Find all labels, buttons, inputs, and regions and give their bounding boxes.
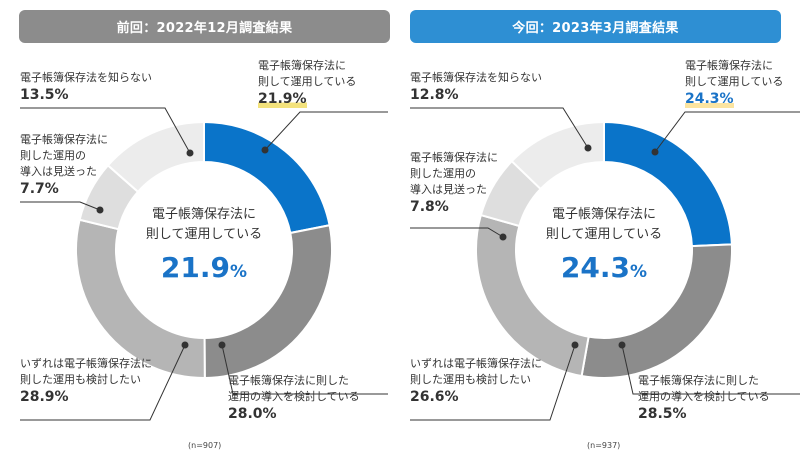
leader-dot	[218, 341, 226, 349]
sample-size-note: (n=937)	[587, 441, 621, 450]
chart-title: 今回：2023年3月調査結果	[410, 10, 781, 43]
sample-size-note: (n=907)	[188, 441, 222, 450]
leader-line	[410, 227, 504, 238]
slice-label-line: 電子帳簿保存法に	[258, 59, 346, 72]
slice-label-line: いずれは電子帳簿保存法に	[410, 357, 542, 370]
slice-label-line: 電子帳簿保存法を知らない	[410, 71, 542, 84]
slice-label-line: いずれは電子帳簿保存法に	[20, 357, 152, 370]
leader-dot	[181, 341, 189, 349]
leader-line	[20, 201, 101, 211]
donut-slice	[106, 120, 205, 194]
slice-label-line: 則した運用も検討したい	[20, 373, 141, 386]
center-label-line: 則して運用している	[145, 227, 263, 242]
center-value: 24.3%	[560, 251, 648, 284]
leader-dot	[261, 146, 269, 154]
leader-dot	[651, 148, 659, 156]
leader-line	[410, 107, 589, 149]
slice-value: 24.3%	[685, 90, 734, 108]
leader-dot	[584, 144, 592, 152]
donut-slice	[510, 120, 605, 191]
slice-label-line: 則した運用の	[410, 167, 476, 180]
slice-label-1: 電子帳簿保存法に則した 運用の導入を検討している 28.5%	[638, 373, 770, 423]
slice-value: 7.7%	[20, 181, 59, 197]
leader-dot	[571, 341, 579, 349]
chart-title: 前回：2022年12月調査結果	[19, 10, 390, 43]
center-label-line: 電子帳簿保存法に	[551, 207, 656, 222]
slice-label-line: 電子帳簿保存法を知らない	[20, 71, 152, 84]
slice-label-3: 電子帳簿保存法に 則した運用の 導入は見送った 7.8%	[410, 150, 498, 216]
leader-line	[654, 111, 800, 153]
leader-line	[410, 344, 576, 421]
leader-line	[621, 344, 800, 395]
leader-line	[221, 344, 388, 395]
slice-label-line: 電子帳簿保存法に	[685, 59, 773, 72]
slice-label-line: 電子帳簿保存法に則した	[638, 374, 759, 387]
slice-value: 26.6%	[410, 389, 459, 405]
slice-label-line: 電子帳簿保存法に	[20, 133, 108, 146]
slice-label-4: 電子帳簿保存法を知らない 12.8%	[410, 70, 542, 104]
slice-label-2: いずれは電子帳簿保存法に 則した運用も検討したい 26.6%	[410, 356, 542, 406]
slice-label-line: 導入は見送った	[410, 183, 487, 196]
slice-label-line: 電子帳簿保存法に	[410, 151, 498, 164]
slice-label-0: 電子帳簿保存法に 則して運用している 24.3%	[685, 58, 783, 108]
leader-dot	[96, 206, 104, 214]
chart-panel-current: 今回：2023年3月調査結果 電子帳簿保存法を知らない 12.8% 電子帳簿保存…	[410, 0, 800, 463]
donut-chart	[20, 107, 388, 421]
slice-label-line: 則した運用も検討したい	[410, 373, 531, 386]
slice-label-line: 則して運用している	[258, 75, 357, 88]
slice-value: 28.5%	[638, 406, 687, 422]
slice-label-line: 導入は見送った	[20, 165, 97, 178]
center-summary: 電子帳簿保存法に 則して運用している 21.9%	[130, 205, 278, 289]
center-summary: 電子帳簿保存法に 則して運用している 24.3%	[530, 205, 678, 289]
leader-line	[20, 344, 186, 421]
slice-label-line: 則して運用している	[685, 75, 784, 88]
slice-label-0: 電子帳簿保存法に 則して運用している 21.9%	[258, 58, 356, 108]
leader-dot	[186, 149, 194, 157]
center-label-line: 電子帳簿保存法に	[151, 207, 256, 222]
leader-line	[264, 111, 388, 151]
chart-panel-previous: 前回：2022年12月調査結果 電子帳簿保存法を知らない 13.5% 電子帳簿保…	[0, 0, 390, 463]
slice-value: 28.9%	[20, 389, 69, 405]
center-label-line: 則して運用している	[545, 227, 663, 242]
slice-label-line: 電子帳簿保存法に則した	[228, 374, 349, 387]
slice-value: 28.0%	[228, 406, 277, 422]
slice-value: 12.8%	[410, 87, 459, 103]
donut-chart	[410, 107, 800, 421]
leader-line	[20, 107, 191, 154]
leader-dot	[499, 233, 507, 241]
center-value: 21.9%	[160, 251, 248, 284]
slice-label-line: 運用の導入を検討している	[228, 390, 360, 403]
slice-value: 7.8%	[410, 199, 449, 215]
slice-label-3: 電子帳簿保存法に 則した運用の 導入は見送った 7.7%	[20, 132, 108, 198]
leader-dot	[618, 341, 626, 349]
slice-label-4: 電子帳簿保存法を知らない 13.5%	[20, 70, 152, 104]
slice-label-line: 運用の導入を検討している	[638, 390, 770, 403]
slice-label-1: 電子帳簿保存法に則した 運用の導入を検討している 28.0%	[228, 373, 360, 423]
slice-value: 21.9%	[258, 90, 307, 108]
slice-label-2: いずれは電子帳簿保存法に 則した運用も検討したい 28.9%	[20, 356, 152, 406]
slice-value: 13.5%	[20, 87, 69, 103]
slice-label-line: 則した運用の	[20, 149, 86, 162]
